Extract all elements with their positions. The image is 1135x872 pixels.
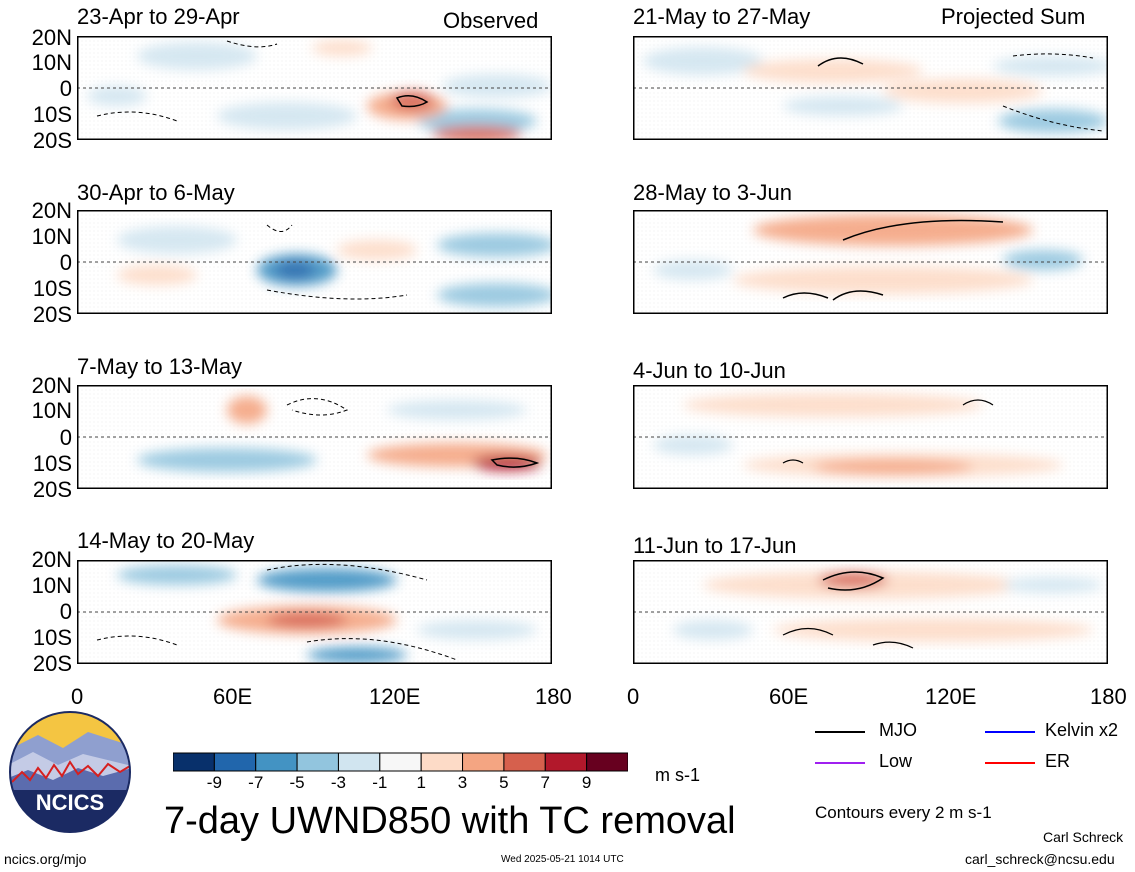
lat-label-0: 0 <box>59 76 72 101</box>
map-panel-8 <box>633 560 1108 664</box>
footer-url[interactable]: ncics.org/mjo <box>4 851 87 867</box>
colorbar-swatch <box>337 752 381 772</box>
lat-label-0: 0 <box>59 250 72 275</box>
er-label: ER <box>1045 751 1071 771</box>
colorbar-tick-label: 5 <box>499 773 509 792</box>
low-label: Low <box>879 751 913 771</box>
map-panel-4 <box>633 210 1108 314</box>
kelvin-label: Kelvin x2 <box>1045 720 1119 740</box>
footer-author: Carl Schreck <box>1043 829 1124 845</box>
lat-label-20s: 20S <box>32 128 72 153</box>
colorbar-swatch <box>420 752 464 772</box>
colorbar-tick-label: -1 <box>372 773 388 792</box>
map-panel-7 <box>77 560 552 664</box>
lon-label-0: 0 <box>627 684 640 709</box>
lat-label-10n: 10N <box>31 398 72 423</box>
panel-2-title: 21-May to 27-May <box>633 4 811 29</box>
lat-label-10n: 10N <box>31 224 72 249</box>
map-panel-6 <box>633 385 1108 489</box>
panel-8-title: 11-Jun to 17-Jun <box>633 533 797 558</box>
lat-label-20n: 20N <box>31 373 72 398</box>
projected-sum-label: Projected Sum <box>941 4 1086 29</box>
footer-email[interactable]: carl_schreck@ncsu.edu <box>965 851 1115 867</box>
kelvin-line <box>985 731 1035 733</box>
colorbar-swatch <box>462 752 505 772</box>
footer-timestamp: Wed 2025-05-21 1014 UTC <box>501 854 624 865</box>
panel-1-title: 23-Apr to 29-Apr <box>77 4 240 29</box>
map-panel-2 <box>633 36 1108 140</box>
contours-note: Contours every 2 m s-1 <box>815 803 992 822</box>
units-label: m s-1 <box>655 765 700 785</box>
colorbar-swatch <box>544 752 588 772</box>
colorbar-tick-label: -5 <box>289 773 305 792</box>
lon-label-60e: 60E <box>213 684 253 709</box>
lat-label-20s: 20S <box>32 302 72 327</box>
map-panel-3 <box>77 210 552 314</box>
panel-4-title: 28-May to 3-Jun <box>633 180 792 205</box>
colorbar-tick-label: 7 <box>540 773 550 792</box>
mjo-label: MJO <box>879 720 917 740</box>
colorbar-swatch <box>172 752 215 772</box>
lon-label-60e: 60E <box>769 684 809 709</box>
lat-label-20n: 20N <box>31 25 72 50</box>
lon-label-180: 180 <box>535 684 572 709</box>
colorbar-tick-label: 1 <box>416 773 426 792</box>
lon-label-120e: 120E <box>369 684 421 709</box>
colorbar <box>172 752 629 779</box>
lon-label-120e: 120E <box>925 684 977 709</box>
lat-label-20n: 20N <box>31 547 72 572</box>
panel-7-title: 14-May to 20-May <box>77 528 255 553</box>
logo-text: NCICS <box>36 790 104 815</box>
colorbar-labels: -9 -7 -5 -3 -1 1 3 5 7 9 <box>173 772 628 794</box>
colorbar-swatch <box>586 752 629 772</box>
colorbar-swatch <box>213 752 257 772</box>
lon-label-0: 0 <box>71 684 84 709</box>
lat-label-10n: 10N <box>31 50 72 75</box>
low-line <box>815 762 865 764</box>
panel-5-title: 7-May to 13-May <box>77 354 243 379</box>
colorbar-tick-label: -7 <box>248 773 264 792</box>
er-line <box>985 762 1035 764</box>
mjo-line <box>815 731 865 733</box>
lat-label-0: 0 <box>59 599 72 624</box>
main-title: 7-day UWND850 with TC removal <box>164 800 736 842</box>
map-panel-1 <box>77 36 552 140</box>
colorbar-swatch <box>296 752 339 772</box>
lat-label-10s: 10S <box>32 625 72 650</box>
observed-label: Observed <box>443 8 539 33</box>
colorbar-swatch <box>503 752 546 772</box>
ncics-logo: NCICS <box>8 710 132 839</box>
lat-label-10s: 10S <box>32 276 72 301</box>
colorbar-tick-label: -3 <box>330 773 347 792</box>
colorbar-tick-label: 9 <box>581 773 592 792</box>
colorbar-swatch <box>379 752 422 772</box>
lat-label-20s: 20S <box>32 651 72 676</box>
lat-label-20n: 20N <box>31 198 72 223</box>
lon-label-180: 180 <box>1090 684 1127 709</box>
colorbar-tick-label: -9 <box>206 773 222 792</box>
lat-label-20s: 20S <box>32 477 72 502</box>
lat-label-10n: 10N <box>31 573 72 598</box>
lat-label-0: 0 <box>59 425 72 450</box>
map-panel-5 <box>77 385 552 489</box>
colorbar-swatch <box>255 752 298 772</box>
lat-label-10s: 10S <box>32 102 72 127</box>
colorbar-tick-label: 3 <box>457 773 468 792</box>
lat-label-10s: 10S <box>32 451 72 476</box>
panel-6-title: 4-Jun to 10-Jun <box>633 358 786 383</box>
panel-3-title: 30-Apr to 6-May <box>77 180 235 205</box>
